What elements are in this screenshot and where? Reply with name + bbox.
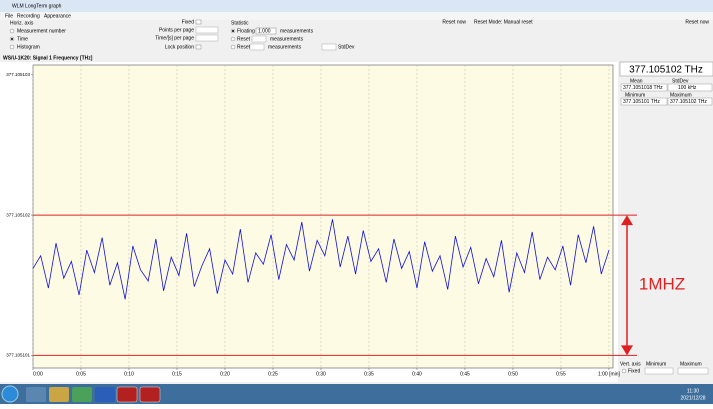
x-tick-label: 0:40 [412,371,422,377]
stat-box [620,83,668,92]
taskbar-icon[interactable] [95,387,115,402]
plot-area [32,64,614,369]
stat-label: Minimum [625,92,645,98]
label: measurements [268,44,302,50]
clock-time: 11:30 [687,388,699,394]
start-button[interactable] [1,385,19,403]
radio[interactable] [9,28,15,34]
group-title: Horiz. axis [10,20,34,26]
current-value: 377.105102 THz [629,65,703,76]
label: Points per page [159,27,194,33]
stat-value: 377.105102 THz [670,99,707,105]
radio-label[interactable]: Measurement number [17,28,66,34]
input[interactable] [195,34,219,42]
input[interactable] [251,35,267,43]
menu-bar [0,12,713,20]
radio[interactable] [230,36,236,42]
stat-box [667,97,713,106]
label: Time/[s] per page [155,35,194,41]
group-title: Statistic [231,20,249,26]
radio[interactable] [230,44,236,50]
y-tick-label: 377.105101 [6,353,30,358]
input[interactable] [249,43,265,51]
x-tick-label: 0:45 [460,371,470,377]
input[interactable] [255,27,277,35]
x-tick-label: 0:10 [124,371,134,377]
checkbox[interactable] [195,44,202,50]
annotation-label: 1MHZ [639,275,685,294]
label: Lock position [165,44,194,50]
taskbar-icon[interactable] [72,387,92,402]
x-tick-label: 0:35 [364,371,374,377]
x-tick-label: 0:30 [316,371,326,377]
stat-label: Maximum [670,92,692,98]
x-tick-label: 0:15 [172,371,182,377]
stat-label: StdDev [672,78,689,84]
stat-box [667,83,713,92]
taskbar [0,384,713,404]
taskbar-icon[interactable] [26,387,46,402]
label: Maximum [680,361,702,367]
radio-dot [232,30,234,32]
plot: 0:00 0:05 0:10 0:15 0:20 0:25 0:30 0:35 0:40 0:45… [6,65,637,377]
window-title: WLM LongTerm graph [12,3,62,9]
label: Reset Mode: Manual reset [474,19,533,25]
x-tick-label: 0:55 [556,371,566,377]
value-box [619,61,713,77]
arrow-head [621,215,633,226]
taskbar-icon[interactable] [116,386,138,403]
y-tick-label: 377.105103 [6,72,30,77]
label: measurements [270,36,304,42]
x-tick-label: 0:20 [220,371,230,377]
graph-tab[interactable]: WS/U-1K20: Signal 1 Frequency [THz] [3,55,93,61]
input[interactable] [644,367,674,375]
taskbar-icon[interactable] [139,386,161,403]
radio-label[interactable]: Time [17,36,28,42]
input[interactable] [195,26,219,34]
menu-item[interactable]: File [5,13,13,19]
stat-value: 377.1051018 THz [623,85,663,91]
label: Fixed [182,19,194,25]
taskbar-icon[interactable] [49,387,69,402]
group-title: Vert. axis [620,361,641,367]
label: Fixed [628,368,640,374]
x-tick-label: 0:00 [33,371,43,377]
label: StdDev [338,44,355,50]
label: Reset all [237,36,256,42]
stat-box [620,97,668,106]
button[interactable]: Reset now [442,19,466,25]
label: Reset 1 [237,44,254,50]
x-tick-label: 1:00 [min] [598,371,621,377]
x-tick-label: 0:05 [76,371,86,377]
signal-line [32,219,610,300]
menu-item[interactable]: Appearance [44,13,71,19]
arrow-head [621,345,633,356]
radio-label[interactable]: Histogram [17,44,40,50]
title-bar [0,0,713,12]
radio[interactable] [621,368,627,374]
button[interactable]: Reset now [685,19,709,25]
label: measurements [280,28,314,34]
menu-item[interactable]: Recording [17,13,40,19]
checkbox[interactable] [195,19,202,25]
stat-value: 100 kHz [678,85,697,91]
x-tick-label: 0:25 [268,371,278,377]
stat-label: Mean [630,78,643,84]
label: Floating by [237,28,262,34]
y-tick-label: 377.105102 [6,212,30,217]
input-value: 1.000 [258,28,271,34]
input[interactable] [677,367,709,375]
stat-value: 377.105101 THz [623,99,660,105]
input[interactable] [321,43,337,51]
radio-dot [11,38,13,40]
clock-date: 2021/12/28 [680,395,705,401]
x-tick-label: 0:50 [508,371,518,377]
label: Minimum [646,361,666,367]
radio[interactable] [9,44,15,50]
